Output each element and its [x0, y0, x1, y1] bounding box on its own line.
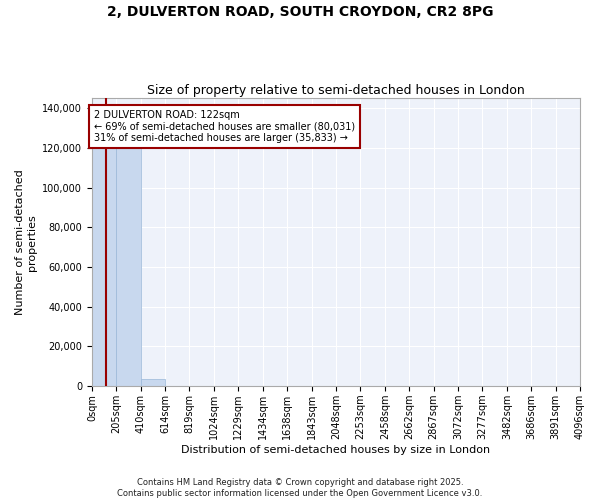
Bar [92, 128, 116, 386]
Text: 2 DULVERTON ROAD: 122sqm
← 69% of semi-detached houses are smaller (80,031)
31% : 2 DULVERTON ROAD: 122sqm ← 69% of semi-d… [94, 110, 355, 143]
Text: Contains HM Land Registry data © Crown copyright and database right 2025.
Contai: Contains HM Land Registry data © Crown c… [118, 478, 482, 498]
Bar [141, 379, 165, 386]
Text: 2, DULVERTON ROAD, SOUTH CROYDON, CR2 8PG: 2, DULVERTON ROAD, SOUTH CROYDON, CR2 8P… [107, 5, 493, 19]
Y-axis label: Number of semi-detached
properties: Number of semi-detached properties [15, 170, 37, 315]
Bar [116, 128, 141, 386]
X-axis label: Distribution of semi-detached houses by size in London: Distribution of semi-detached houses by … [181, 445, 491, 455]
Title: Size of property relative to semi-detached houses in London: Size of property relative to semi-detach… [147, 84, 525, 97]
